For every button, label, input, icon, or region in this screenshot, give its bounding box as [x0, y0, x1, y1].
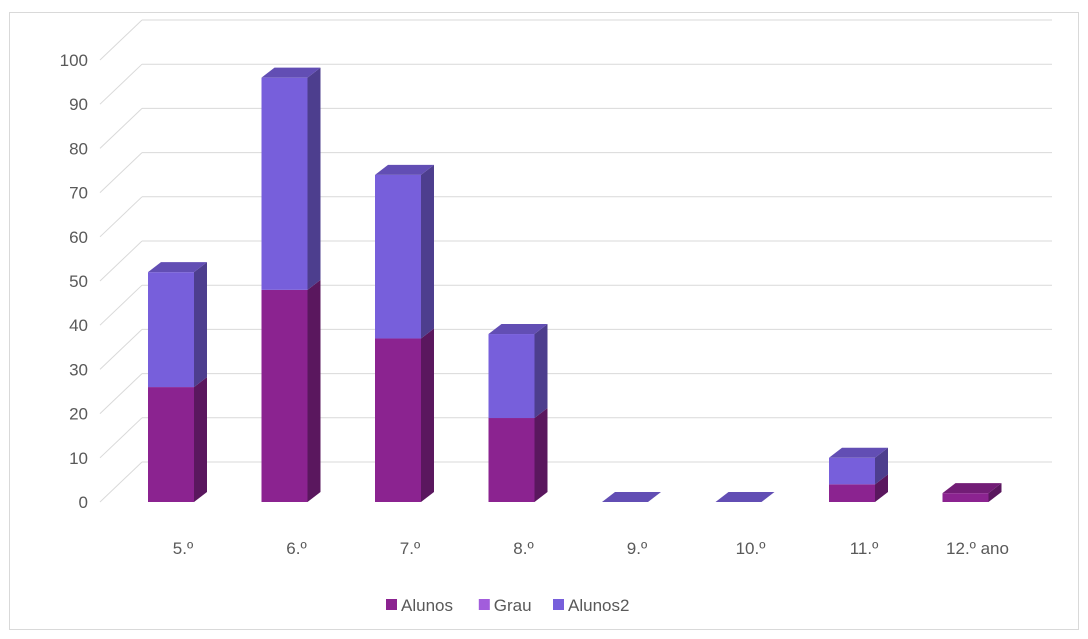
x-tick-label: 11.º: [850, 539, 879, 558]
y-tick-label: 20: [69, 405, 88, 424]
bar-top: [942, 483, 1002, 494]
legend-label: Alunos2: [568, 596, 629, 615]
bar-top: [488, 324, 548, 335]
bar-side: [194, 262, 207, 388]
gridline-side: [99, 19, 143, 61]
gridline-side: [99, 108, 143, 149]
x-tick-label: 7.º: [400, 539, 420, 558]
y-tick-label: 90: [69, 95, 88, 114]
y-tick-label: 40: [69, 316, 88, 335]
bar-segment: [829, 457, 875, 485]
bar-segment: [488, 334, 535, 419]
bar-side: [988, 483, 1002, 502]
y-tick-label: 80: [69, 139, 88, 158]
y-tick-label: 70: [69, 184, 88, 203]
bar-side: [194, 377, 207, 502]
bar-segment: [148, 387, 194, 502]
bar-segment: [261, 77, 308, 290]
bar-segment: [261, 289, 308, 502]
bar-segment: [942, 493, 989, 502]
bar-side: [875, 474, 888, 502]
bar-side: [421, 164, 434, 339]
gridline-side: [99, 196, 143, 238]
y-tick-label: 10: [69, 449, 88, 468]
legend-swatch: [386, 599, 397, 610]
x-tick-label: 10.º: [736, 539, 766, 558]
gridline-side: [99, 417, 143, 459]
gridline-side: [99, 461, 143, 503]
bar-top: [602, 492, 661, 502]
bar-top: [148, 262, 207, 273]
bar-side: [421, 328, 434, 502]
y-tick-label: 30: [69, 360, 88, 379]
bar-top: [715, 492, 775, 502]
gridline-side: [99, 63, 143, 105]
bar-side: [307, 279, 321, 502]
bar-side: [534, 324, 548, 419]
bar-top: [829, 447, 888, 458]
x-tick-label: 8.º: [513, 539, 533, 558]
x-tick-label: 5.º: [173, 539, 193, 558]
bar-segment: [375, 338, 421, 502]
bar-segment: [148, 272, 194, 388]
legend-label: Alunos: [401, 596, 453, 615]
y-tick-label: 60: [69, 228, 88, 247]
y-tick-label: 100: [60, 51, 88, 70]
bar-segment: [829, 484, 875, 502]
legend-label: Grau: [494, 596, 532, 615]
bar-side: [534, 408, 548, 502]
bar-segment: [375, 174, 421, 339]
gridline-side: [99, 284, 143, 326]
x-tick-label: 6.º: [286, 539, 306, 558]
y-tick-label: 0: [79, 493, 88, 512]
bar-top: [375, 164, 434, 175]
gridline-side: [99, 329, 143, 370]
bar-side: [875, 447, 888, 485]
legend-swatch: [478, 599, 490, 610]
x-tick-label: 12.º ano: [946, 539, 1009, 558]
legend-swatch: [553, 599, 564, 610]
bar-segment: [488, 418, 535, 502]
x-tick-label: 9.º: [627, 539, 647, 558]
bar-side: [307, 67, 321, 290]
gridline-side: [99, 152, 143, 193]
y-tick-label: 50: [69, 272, 88, 291]
bar-top: [261, 67, 321, 78]
gridline-side: [99, 240, 143, 282]
gridline-side: [99, 373, 143, 414]
